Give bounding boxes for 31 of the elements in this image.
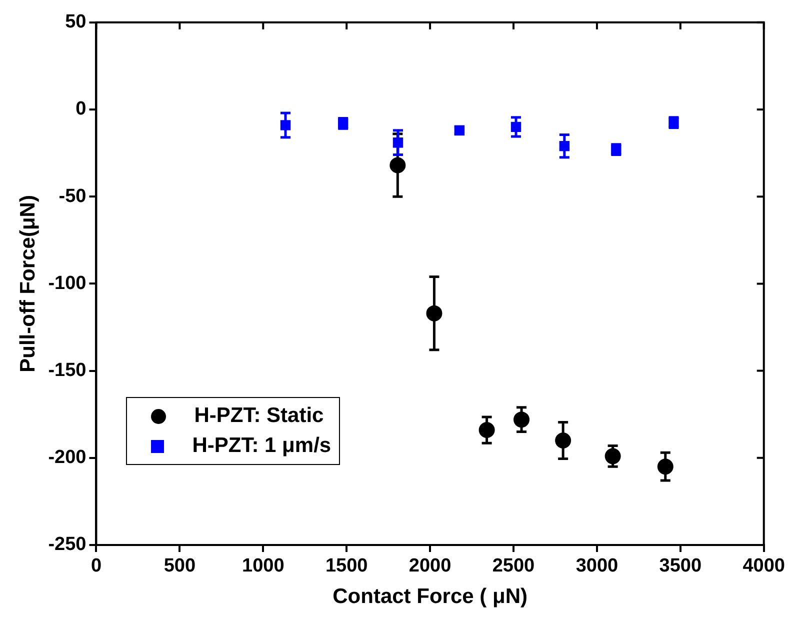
point <box>392 138 404 148</box>
point <box>514 412 530 428</box>
y-tick-label: -100 <box>48 272 86 294</box>
y-tick-label: -150 <box>48 360 86 382</box>
y-tick-label: -250 <box>48 534 86 556</box>
point <box>280 120 291 130</box>
point <box>390 157 406 174</box>
x-tick-label: 500 <box>164 556 196 577</box>
point <box>426 305 442 322</box>
point <box>657 458 674 475</box>
y-tick-label: -50 <box>58 186 86 207</box>
point <box>604 448 621 464</box>
x-tick-label: 2000 <box>408 556 452 577</box>
point <box>559 140 570 152</box>
x-tick-label: 4000 <box>742 556 786 577</box>
legend-label: H-PZT: 1 μm/s <box>192 433 332 459</box>
x-tick-label: 3500 <box>659 556 702 577</box>
x-tick-label: 0 <box>90 556 102 577</box>
x-tick-label: 2500 <box>492 556 535 577</box>
y-tick-label: 0 <box>76 98 86 120</box>
x-tick-label: 3000 <box>576 556 618 577</box>
point <box>555 432 572 448</box>
legend-label: H-PZT: Static <box>194 403 324 429</box>
point <box>478 422 495 438</box>
x-axis-title: Contact Force ( μN) <box>332 585 528 608</box>
y-tick-label: -200 <box>48 447 86 468</box>
point <box>510 122 522 132</box>
y-axis-title: Pull-off Force(μN) <box>16 195 40 372</box>
x-tick-label: 1500 <box>325 556 368 577</box>
y-tick-label: 50 <box>65 12 86 33</box>
x-tick-label: 1000 <box>242 556 284 577</box>
